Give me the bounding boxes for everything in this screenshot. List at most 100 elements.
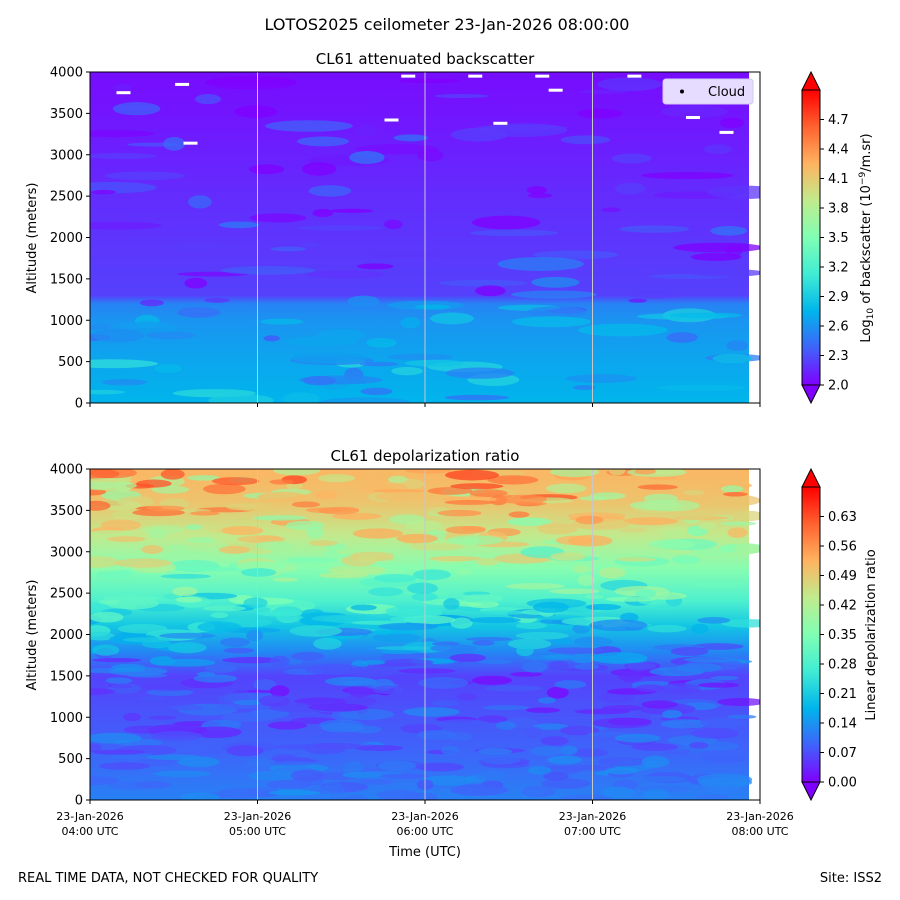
field-cell [554,680,587,689]
field-cell [630,775,687,783]
field-cell [548,660,569,671]
field-cell [697,682,740,688]
field-cell [386,353,453,361]
field-cell [544,699,604,710]
field-cell [660,683,700,695]
field-cell [628,298,647,303]
field-cell [370,630,417,635]
field-cell [220,266,316,275]
field-cell [623,517,678,526]
field-cell [537,522,578,535]
field-cell [222,657,281,664]
cloud-marker [493,121,508,125]
colorbar-fill [802,90,820,385]
field-cell [455,568,473,576]
field-cell [237,535,286,544]
field-cell [619,225,690,233]
field-cell [223,647,255,654]
depolarization-colorbar-label: Linear depolarization ratio [864,549,879,720]
field-cell [165,550,211,560]
field-cell [643,493,678,504]
field-cell [403,707,460,717]
cloud-marker [183,141,198,145]
field-cell [377,760,417,771]
x-tick-date: 23-Jan-2026 [559,810,627,823]
field-cell [670,646,709,656]
field-cell [550,637,574,645]
field-cell [154,364,183,373]
field-cell [444,394,510,401]
field-cell [342,761,364,774]
field-cell [313,637,342,650]
field-cell [90,389,126,395]
field-cell [221,525,264,536]
field-cell [677,512,713,520]
field-cell [107,536,146,542]
field-cell [342,794,368,800]
field-cell [92,749,146,755]
field-cell [257,491,307,502]
y-tick-label: 0 [75,794,83,809]
depolarization-y-axis-label: Altitude (meters) [25,580,40,691]
field-cell [361,660,386,665]
backscatter-panel: CL61 attenuated backscatter 0 500 1000 1500… [25,50,876,412]
field-cell [431,700,460,707]
field-cell [532,723,569,730]
field-cell [197,621,242,633]
field-cell [92,657,142,663]
field-cell [312,208,334,218]
field-cell [243,597,268,609]
field-cell [559,725,600,736]
field-cell [635,684,665,693]
field-cell [601,786,635,799]
field-cell [476,558,499,566]
field-cell [372,685,403,695]
field-cell [515,631,569,640]
y-tick-label: 1000 [50,711,83,726]
field-cell [631,743,678,751]
field-cell [469,616,521,624]
field-cell [572,385,596,390]
field-cell [226,745,264,757]
y-tick-label: 4000 [50,66,83,81]
field-cell [92,644,120,656]
field-cell [358,777,395,785]
field-cell [589,492,626,500]
field-cell [601,207,622,213]
cb-label-post: /m.sr) [859,133,874,171]
field-cell [90,743,102,753]
field-cell [151,731,203,741]
depolarization-plot-area [90,469,760,800]
field-cell [338,708,395,720]
field-cell [284,556,338,564]
field-cell [308,752,347,762]
field-cell [300,242,320,248]
field-cell [283,392,320,403]
field-cell [565,374,638,383]
y-tick-label: 500 [58,752,83,767]
field-cell [112,667,146,673]
field-cell [175,596,203,603]
field-cell [437,509,482,517]
y-tick-label: 1500 [50,272,83,287]
colorbar-tick-label: 4.7 [828,113,849,128]
field-cell [269,685,290,697]
field-cell [516,645,534,657]
field-cell [112,102,161,116]
field-cell [92,328,144,343]
cb-label-sup: −9 [858,172,868,186]
field-cell [185,524,203,530]
field-cell [546,686,569,699]
field-cell [357,555,377,564]
field-cell [477,715,508,723]
field-cell [140,696,163,702]
field-cell [676,663,722,673]
cloud-legend-label: Cloud [708,85,745,100]
field-cell [661,529,687,541]
depolarization-colorbar: 0.00 0.07 0.14 0.21 0.28 0.35 0.42 0.49 0.56 0.63 [801,467,857,802]
cloud-legend-box [662,78,754,105]
backscatter-title: CL61 attenuated backscatter [316,50,535,68]
y-tick-label: 3500 [50,107,83,122]
colorbar-tick-label: 0.49 [828,569,857,584]
field-cell [648,539,696,550]
